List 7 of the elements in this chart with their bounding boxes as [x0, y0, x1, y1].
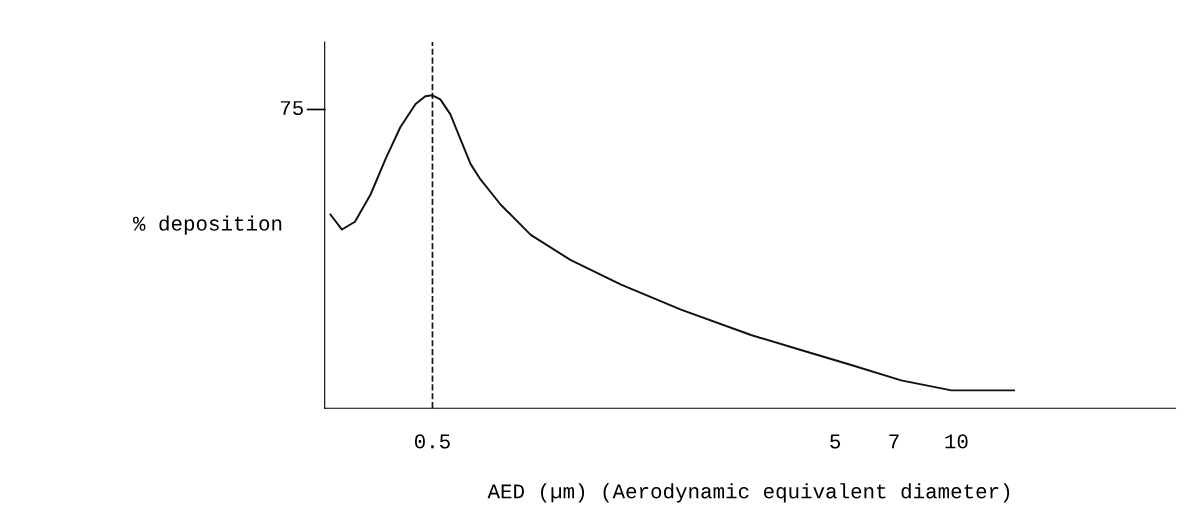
y-axis-title: % deposition	[132, 215, 282, 235]
text: 75	[280, 101, 303, 116]
x-tick-label: 0.5	[414, 434, 450, 449]
x-axis-title: AED (µm) (Aerodynamic equivalent diameter)	[487, 483, 1010, 503]
x-tick-label: 7	[889, 434, 899, 449]
x-tick-label: 5	[830, 434, 841, 449]
x-tick-label: 10	[945, 434, 968, 449]
